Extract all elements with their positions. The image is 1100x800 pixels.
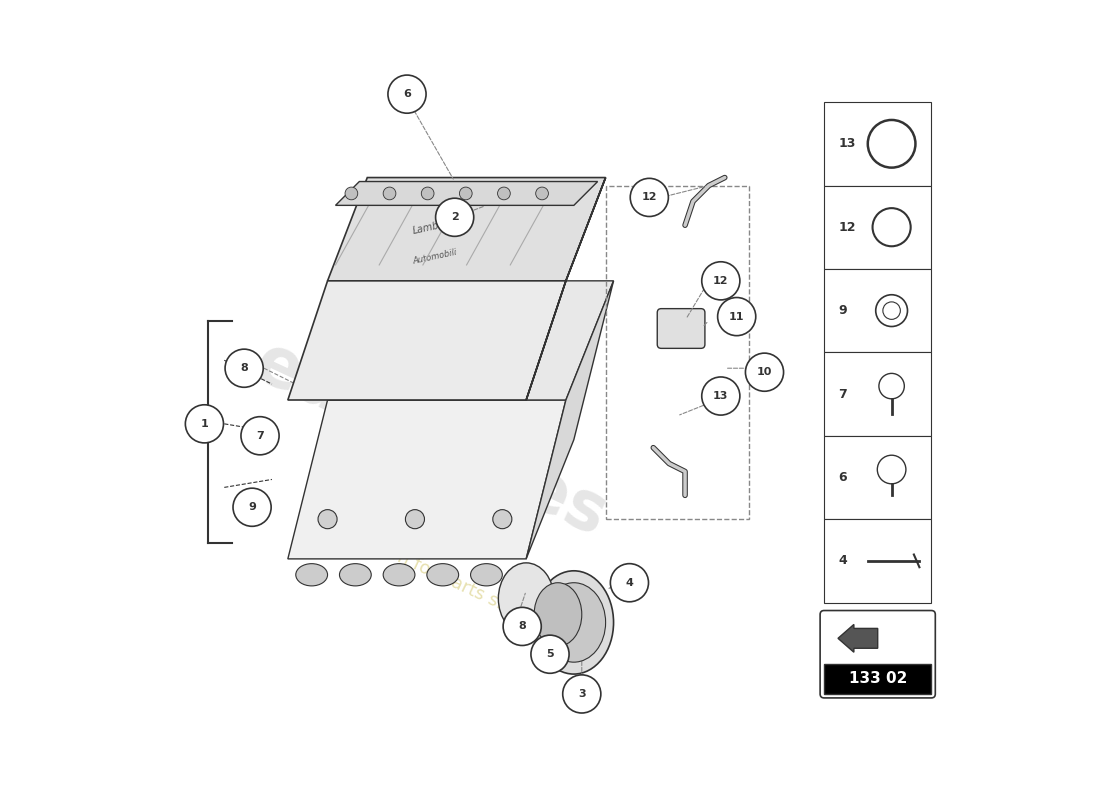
Ellipse shape: [498, 563, 554, 634]
FancyBboxPatch shape: [824, 186, 932, 269]
Polygon shape: [328, 178, 606, 281]
FancyBboxPatch shape: [824, 102, 932, 186]
Circle shape: [460, 187, 472, 200]
FancyBboxPatch shape: [824, 269, 932, 352]
Ellipse shape: [535, 582, 582, 646]
Circle shape: [345, 187, 358, 200]
Text: 6: 6: [838, 471, 847, 484]
Text: 2: 2: [451, 212, 459, 222]
Polygon shape: [526, 178, 606, 400]
Text: 13: 13: [838, 138, 856, 150]
Ellipse shape: [535, 571, 614, 674]
Circle shape: [383, 187, 396, 200]
FancyBboxPatch shape: [824, 436, 932, 519]
Circle shape: [531, 635, 569, 674]
Circle shape: [318, 510, 337, 529]
Circle shape: [610, 564, 649, 602]
Text: 11: 11: [729, 311, 745, 322]
Text: a passion for parts since 1985: a passion for parts since 1985: [328, 517, 582, 649]
Circle shape: [630, 178, 669, 217]
Text: 7: 7: [256, 430, 264, 441]
Circle shape: [493, 510, 512, 529]
FancyBboxPatch shape: [658, 309, 705, 348]
Circle shape: [226, 349, 263, 387]
FancyBboxPatch shape: [824, 519, 932, 602]
Circle shape: [536, 187, 549, 200]
Text: 4: 4: [838, 554, 847, 567]
Text: 1: 1: [200, 419, 208, 429]
Ellipse shape: [383, 564, 415, 586]
FancyBboxPatch shape: [821, 610, 935, 698]
Polygon shape: [336, 182, 597, 206]
Ellipse shape: [427, 564, 459, 586]
FancyBboxPatch shape: [824, 664, 932, 694]
Circle shape: [233, 488, 272, 526]
Circle shape: [241, 417, 279, 455]
Circle shape: [702, 377, 740, 415]
Polygon shape: [526, 281, 614, 559]
Text: 12: 12: [838, 221, 856, 234]
Ellipse shape: [542, 582, 606, 662]
Text: 9: 9: [249, 502, 256, 512]
Ellipse shape: [296, 564, 328, 586]
FancyBboxPatch shape: [824, 352, 932, 436]
Circle shape: [436, 198, 474, 236]
Text: 5: 5: [547, 650, 553, 659]
Circle shape: [746, 353, 783, 391]
Text: 12: 12: [641, 193, 657, 202]
Text: 4: 4: [626, 578, 634, 588]
Polygon shape: [328, 281, 614, 400]
Text: 7: 7: [838, 387, 847, 401]
Text: 3: 3: [578, 689, 585, 699]
Text: 10: 10: [757, 367, 772, 377]
Text: 8: 8: [518, 622, 526, 631]
Circle shape: [388, 75, 426, 114]
Circle shape: [497, 187, 510, 200]
Text: 6: 6: [403, 89, 411, 99]
Text: 133 02: 133 02: [848, 671, 906, 686]
Text: euroPares: euroPares: [244, 330, 617, 550]
Text: 12: 12: [713, 276, 728, 286]
Text: Automobili: Automobili: [411, 248, 458, 266]
Circle shape: [717, 298, 756, 336]
Circle shape: [406, 510, 425, 529]
Circle shape: [186, 405, 223, 443]
Circle shape: [421, 187, 434, 200]
Circle shape: [503, 607, 541, 646]
Text: Lamborghini: Lamborghini: [411, 214, 474, 237]
Polygon shape: [288, 281, 565, 400]
Text: 9: 9: [838, 304, 847, 317]
Ellipse shape: [471, 564, 503, 586]
Circle shape: [702, 262, 740, 300]
Text: 13: 13: [713, 391, 728, 401]
Ellipse shape: [340, 564, 372, 586]
FancyArrow shape: [838, 625, 878, 652]
Polygon shape: [288, 400, 565, 559]
Text: 8: 8: [240, 363, 248, 374]
Circle shape: [563, 675, 601, 713]
